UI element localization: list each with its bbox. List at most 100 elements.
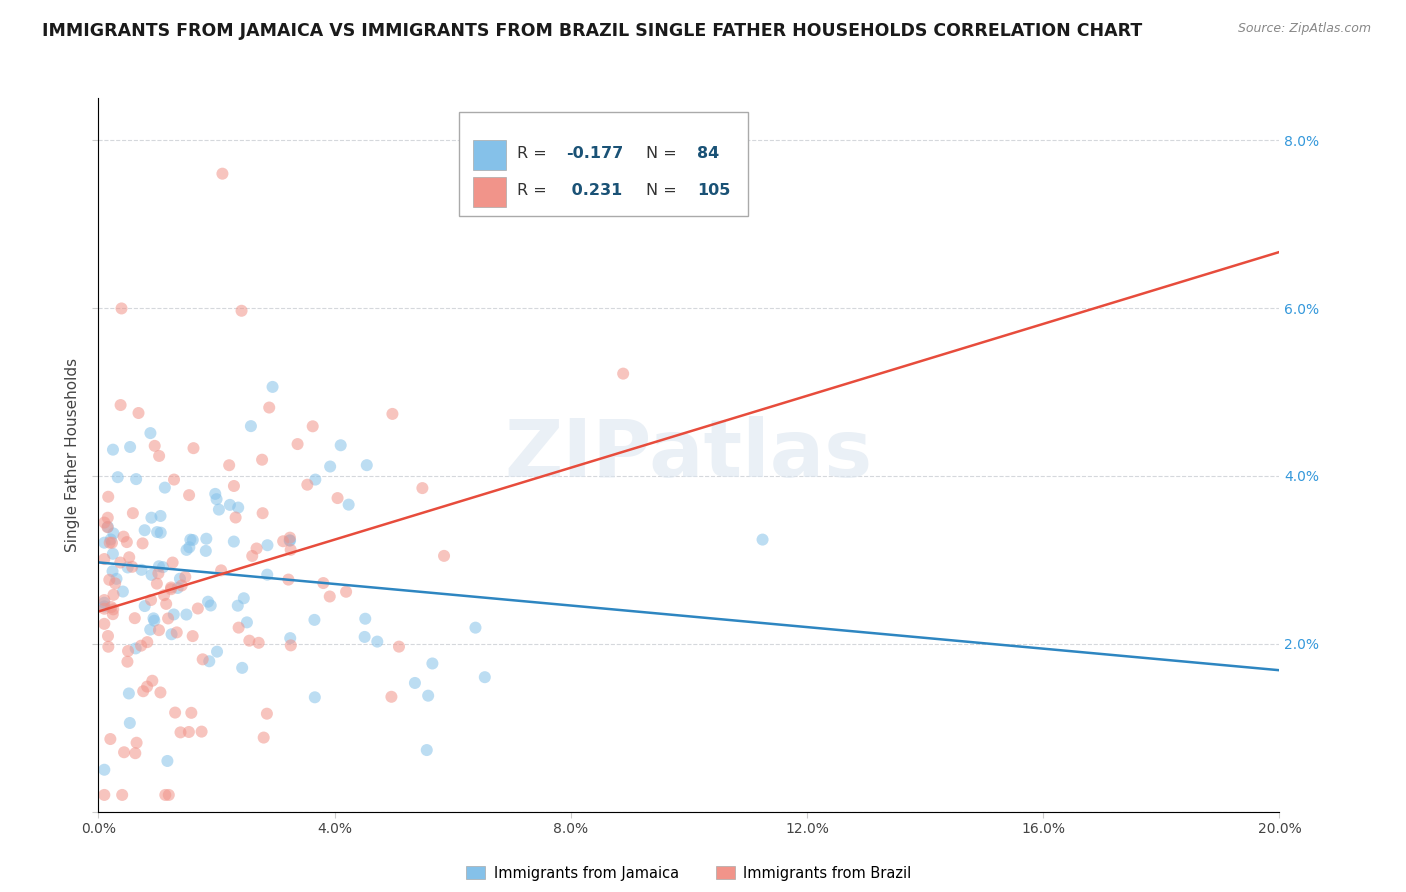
FancyBboxPatch shape	[472, 178, 506, 207]
Text: N =: N =	[647, 146, 682, 161]
Point	[101, 442, 124, 457]
Point	[153, 588, 176, 602]
Point	[231, 303, 253, 318]
Point	[240, 549, 263, 563]
Point	[236, 615, 259, 630]
Point	[163, 473, 186, 487]
Point	[107, 470, 129, 484]
Point	[205, 645, 228, 659]
Point	[118, 686, 141, 700]
Point	[97, 640, 120, 654]
Point	[149, 685, 172, 699]
Text: 84: 84	[697, 146, 720, 161]
Point	[112, 745, 135, 759]
Point	[304, 613, 326, 627]
Point	[181, 629, 204, 643]
Point	[247, 636, 270, 650]
Point	[177, 488, 200, 502]
Point	[105, 572, 128, 586]
Point	[278, 531, 301, 545]
Point	[143, 614, 166, 628]
Point	[356, 458, 378, 472]
Point	[256, 706, 278, 721]
Point	[312, 576, 335, 591]
Point	[141, 568, 163, 582]
Point	[301, 419, 323, 434]
Point	[131, 563, 153, 577]
Point	[146, 524, 169, 539]
FancyBboxPatch shape	[458, 112, 748, 216]
Point	[280, 542, 302, 557]
Point	[124, 746, 146, 760]
Text: IMMIGRANTS FROM JAMAICA VS IMMIGRANTS FROM BRAZIL SINGLE FATHER HOUSEHOLDS CORRE: IMMIGRANTS FROM JAMAICA VS IMMIGRANTS FR…	[42, 22, 1143, 40]
Point	[166, 581, 188, 595]
Point	[225, 510, 247, 524]
Point	[335, 584, 357, 599]
Point	[222, 479, 245, 493]
Point	[612, 367, 634, 381]
Point	[93, 616, 115, 631]
Point	[117, 644, 139, 658]
Point	[148, 623, 170, 637]
Point	[101, 564, 124, 578]
Point	[101, 547, 124, 561]
Point	[93, 599, 115, 614]
Point	[93, 763, 115, 777]
Point	[194, 544, 217, 558]
Point	[353, 630, 375, 644]
Point	[239, 419, 262, 434]
Point	[176, 542, 198, 557]
Point	[191, 652, 214, 666]
Point	[111, 788, 134, 802]
Y-axis label: Single Father Households: Single Father Households	[65, 358, 80, 552]
Point	[162, 556, 184, 570]
Point	[228, 621, 250, 635]
Point	[160, 582, 183, 597]
Point	[155, 597, 177, 611]
Point	[120, 440, 142, 454]
Point	[157, 788, 180, 802]
Point	[278, 533, 301, 548]
Point	[180, 706, 202, 720]
Point	[148, 566, 170, 581]
Text: -0.177: -0.177	[567, 146, 623, 161]
Point	[125, 472, 148, 486]
Point	[256, 538, 278, 552]
Point	[157, 611, 180, 625]
Point	[176, 607, 198, 622]
Point	[146, 576, 169, 591]
Point	[155, 788, 177, 802]
Point	[205, 492, 228, 507]
Point	[117, 560, 139, 574]
Point	[474, 670, 496, 684]
Point	[170, 578, 193, 592]
Text: Source: ZipAtlas.com: Source: ZipAtlas.com	[1237, 22, 1371, 36]
Point	[166, 625, 188, 640]
Point	[110, 301, 132, 316]
Point	[98, 573, 121, 587]
Text: 105: 105	[697, 184, 731, 198]
Point	[136, 680, 159, 694]
Point	[252, 506, 274, 520]
Point	[134, 523, 156, 537]
Point	[319, 590, 342, 604]
Point	[181, 533, 204, 547]
Point	[104, 576, 127, 591]
Point	[115, 535, 138, 549]
Point	[149, 508, 172, 523]
Point	[160, 581, 183, 595]
Point	[418, 689, 440, 703]
Point	[179, 541, 201, 555]
Point	[169, 725, 191, 739]
Point	[93, 552, 115, 566]
Point	[337, 498, 360, 512]
Point	[174, 570, 197, 584]
Legend: Immigrants from Jamaica, Immigrants from Brazil: Immigrants from Jamaica, Immigrants from…	[461, 860, 917, 887]
Point	[433, 549, 456, 563]
Point	[112, 530, 135, 544]
Point	[187, 601, 209, 615]
Point	[278, 533, 301, 548]
Point	[93, 596, 115, 610]
Point	[200, 599, 222, 613]
Point	[179, 533, 201, 547]
